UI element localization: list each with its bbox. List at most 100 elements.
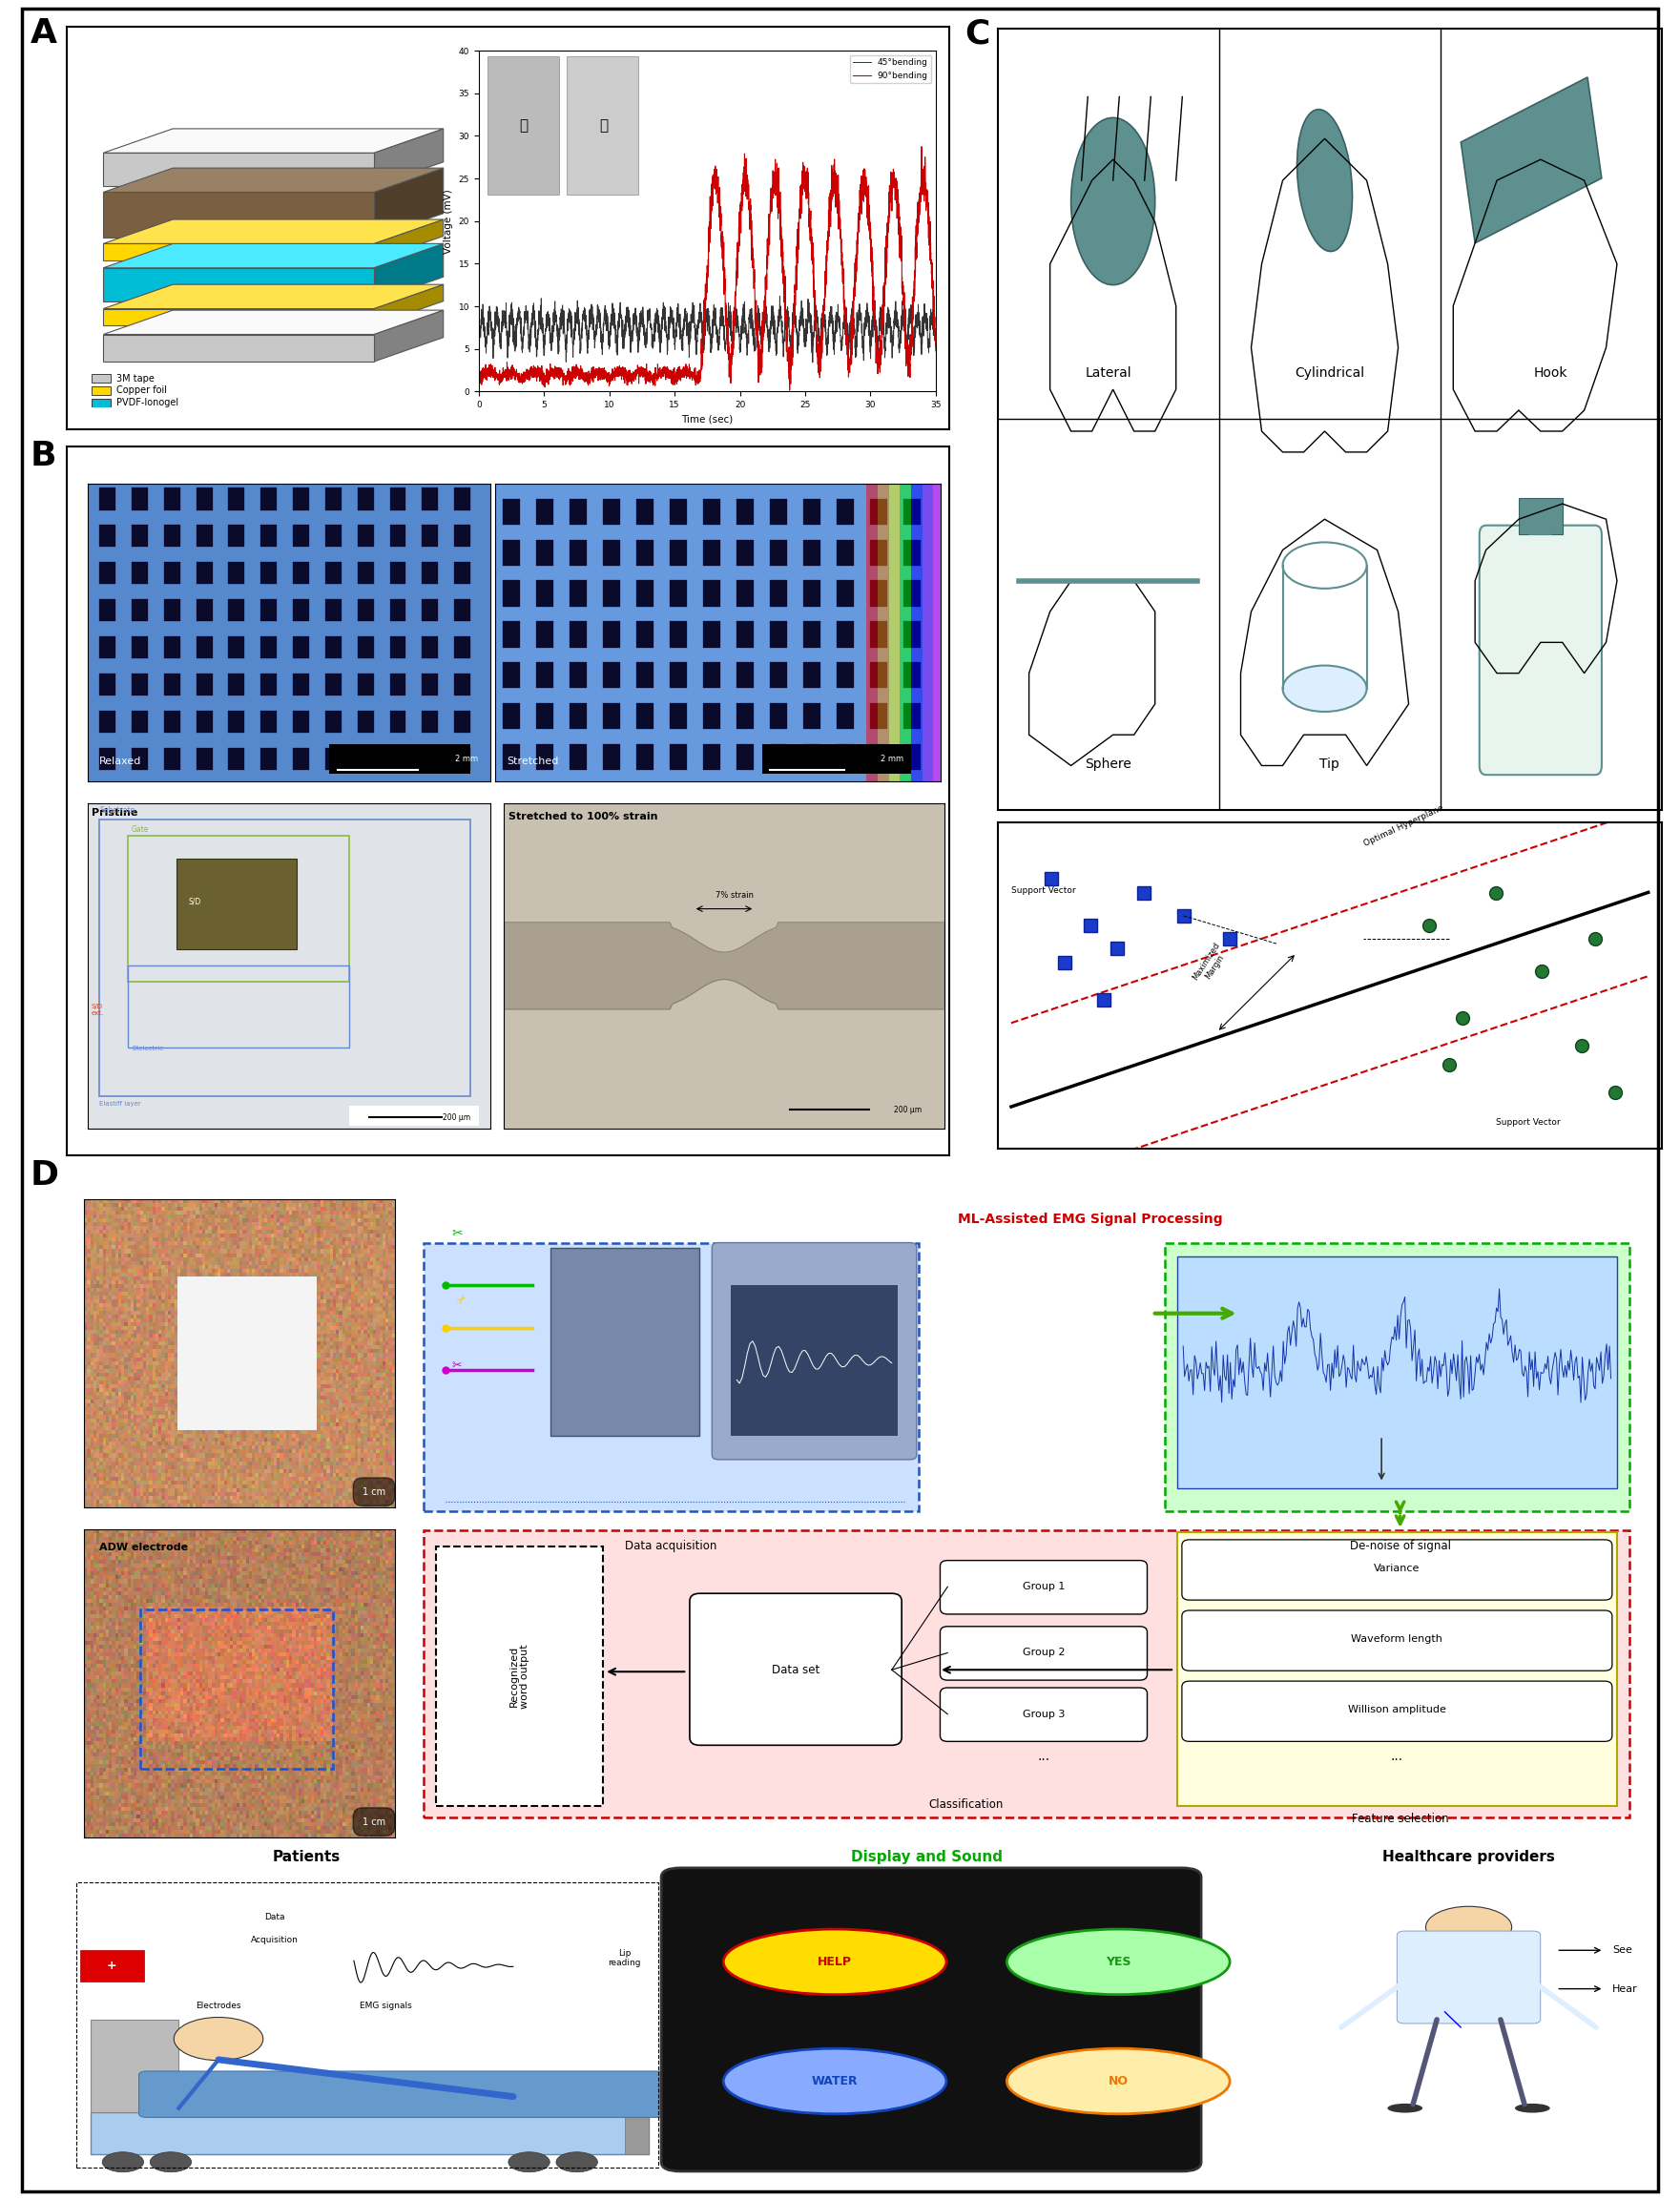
FancyBboxPatch shape [1183, 1610, 1613, 1670]
Bar [769, 662, 786, 689]
Polygon shape [104, 167, 444, 191]
Bar [670, 744, 687, 770]
Bar [502, 744, 519, 770]
Circle shape [102, 2152, 144, 2171]
Bar [99, 598, 116, 620]
Text: 200 μm: 200 μm [442, 1113, 470, 1122]
90°bending [633, 359, 654, 385]
FancyBboxPatch shape [941, 1560, 1147, 1615]
Bar [422, 598, 438, 620]
Bar [502, 620, 519, 647]
Bar [454, 711, 470, 733]
Bar [260, 711, 277, 733]
Bar [197, 673, 212, 695]
Bar [637, 704, 654, 728]
Bar [422, 748, 438, 770]
Bar [904, 581, 921, 607]
Bar [536, 581, 553, 607]
Bar [165, 488, 180, 510]
Text: Data: Data [264, 1912, 284, 1921]
45°bending [564, 319, 585, 345]
Bar [769, 704, 786, 728]
Bar [92, 374, 111, 383]
Text: ✂: ✂ [452, 1360, 462, 1371]
Bar [454, 598, 470, 620]
Polygon shape [375, 244, 444, 301]
Bar [390, 526, 407, 548]
FancyBboxPatch shape [1164, 1243, 1630, 1511]
Bar [260, 673, 277, 695]
Text: ADW electrode: ADW electrode [99, 1542, 188, 1553]
Bar [738, 499, 753, 526]
Polygon shape [104, 244, 375, 260]
Text: ✂: ✂ [452, 1228, 462, 1241]
Text: Gate: Gate [131, 825, 150, 834]
Circle shape [1426, 1907, 1512, 1947]
Bar [260, 561, 277, 585]
Bar [870, 581, 887, 607]
Bar [326, 711, 341, 733]
Bar [704, 704, 721, 728]
Bar [197, 488, 212, 510]
Bar [358, 636, 373, 658]
Bar [904, 499, 921, 526]
Bar [536, 704, 553, 728]
Bar [454, 673, 470, 695]
Bar [738, 704, 753, 728]
Bar [131, 561, 148, 585]
90°bending [926, 326, 946, 352]
90°bending [759, 220, 780, 246]
Bar [358, 598, 373, 620]
Bar [165, 526, 180, 548]
Text: Dielectric: Dielectric [131, 1045, 163, 1052]
Bar [390, 673, 407, 695]
Bar [422, 636, 438, 658]
Ellipse shape [1388, 2103, 1423, 2112]
Bar [422, 711, 438, 733]
Bar [390, 636, 407, 658]
Text: Elastiff layer: Elastiff layer [99, 1100, 141, 1107]
FancyBboxPatch shape [1480, 526, 1601, 774]
Bar [390, 488, 407, 510]
Bar [228, 598, 245, 620]
Bar [131, 636, 148, 658]
Bar [502, 704, 519, 728]
Bar [900, 484, 911, 781]
Text: ML-Assisted EMG Signal Processing: ML-Assisted EMG Signal Processing [958, 1212, 1223, 1225]
Text: Acquisition: Acquisition [250, 1936, 297, 1945]
Ellipse shape [1515, 2103, 1551, 2112]
Bar [536, 662, 553, 689]
Text: Stretched: Stretched [507, 757, 559, 766]
FancyBboxPatch shape [941, 1687, 1147, 1742]
Text: HELP: HELP [818, 1956, 852, 1969]
FancyBboxPatch shape [1178, 1531, 1618, 1806]
Bar [165, 711, 180, 733]
Bar [454, 488, 470, 510]
Bar [197, 598, 212, 620]
Text: Copper foil: Copper foil [118, 385, 168, 396]
Text: Classification: Classification [929, 1800, 1003, 1811]
Bar [131, 748, 148, 770]
Bar [731, 1285, 899, 1437]
Text: 🤙: 🤙 [600, 119, 608, 132]
Bar [867, 484, 877, 781]
Bar [704, 499, 721, 526]
FancyBboxPatch shape [139, 2070, 665, 2116]
Legend: 45°bending, 90°bending: 45°bending, 90°bending [850, 55, 931, 84]
Bar [358, 711, 373, 733]
Bar [422, 488, 438, 510]
Bar [769, 744, 786, 770]
Bar [803, 704, 820, 728]
90°bending [684, 367, 704, 394]
Bar [870, 704, 887, 728]
Polygon shape [375, 310, 444, 361]
Bar [803, 662, 820, 689]
Bar [637, 539, 654, 565]
Bar [603, 581, 620, 607]
Bar [570, 539, 586, 565]
Bar [763, 744, 911, 774]
Text: Tip: Tip [1320, 757, 1339, 770]
Text: Palmar: Palmar [1529, 757, 1574, 770]
90°bending [912, 134, 932, 161]
Polygon shape [104, 308, 375, 326]
